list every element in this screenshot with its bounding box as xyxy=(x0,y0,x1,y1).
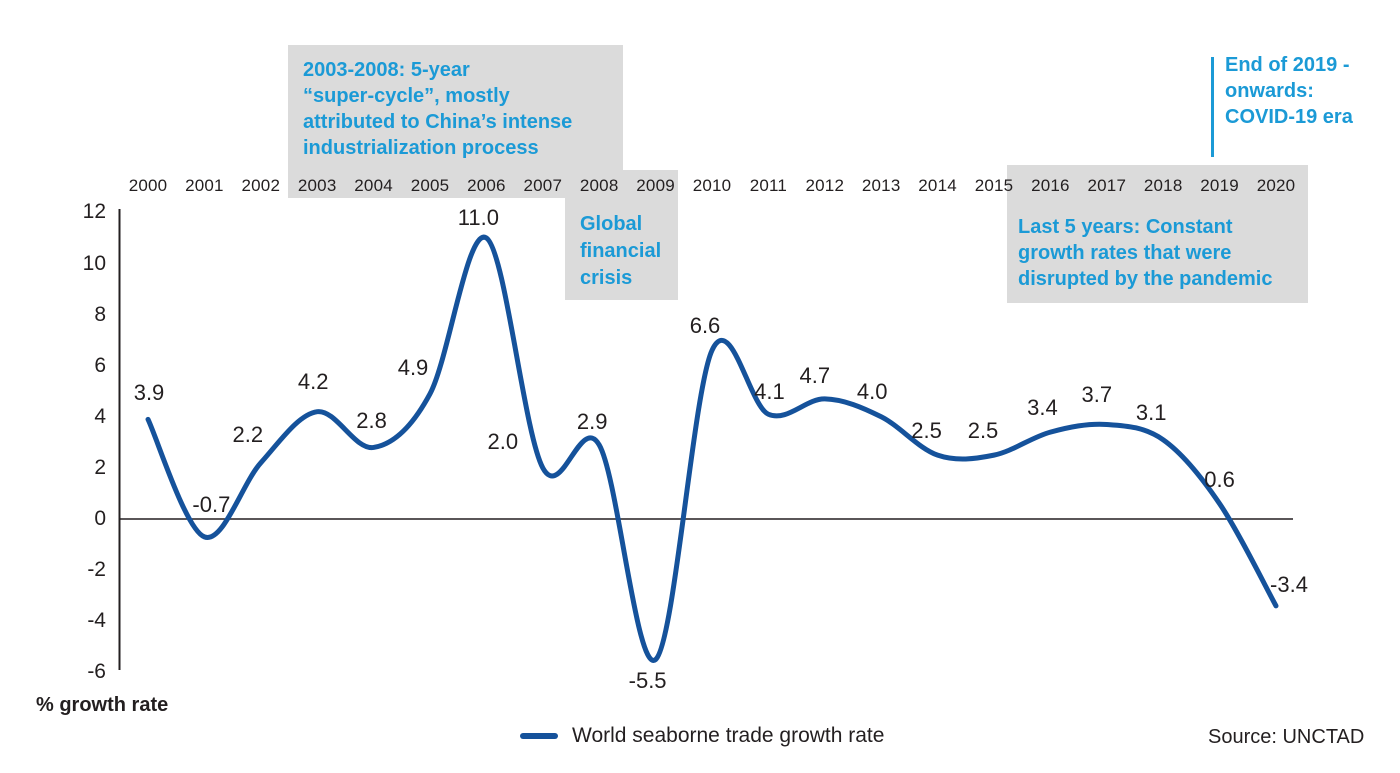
supercycle-annotation: 2003-2008: 5-year “super-cycle”, mostly … xyxy=(303,59,573,159)
value-label: -0.7 xyxy=(192,491,231,517)
y-axis-tick-label: -6 xyxy=(87,660,106,684)
y-axis-tick-label: 12 xyxy=(82,200,106,224)
legend-line-swatch xyxy=(520,733,558,739)
value-label: 2.2 xyxy=(232,421,264,447)
legend: World seaborne trade growth rate xyxy=(520,724,884,748)
year-axis-label: 2002 xyxy=(241,176,281,195)
y-axis-tick-label: 8 xyxy=(94,302,106,326)
y-axis-tick-label: 0 xyxy=(94,507,106,530)
covid-marker-line xyxy=(1211,57,1214,157)
year-axis-label: 2007 xyxy=(523,176,563,195)
year-axis-label: 2003 xyxy=(297,176,337,195)
value-label: 2.8 xyxy=(356,408,387,434)
value-label: 2.5 xyxy=(911,418,942,444)
y-axis-tick-label: -4 xyxy=(87,609,106,633)
value-label: 2.5 xyxy=(967,418,999,444)
year-axis-label: 2008 xyxy=(579,176,619,195)
y-axis-tick-label: 10 xyxy=(82,251,106,275)
year-axis-label: 2009 xyxy=(636,176,675,195)
value-label: 4.1 xyxy=(754,379,785,405)
value-label: 4.9 xyxy=(397,354,429,380)
year-axis-label: 2006 xyxy=(467,176,506,195)
last5-annotation: Last 5 years: Constant growth rates that… xyxy=(1018,216,1273,290)
year-axis-label: 2019 xyxy=(1200,176,1239,195)
year-axis-label: 2013 xyxy=(861,176,901,195)
year-axis-label: 2000 xyxy=(128,176,168,195)
y-axis-tick-label: 2 xyxy=(94,455,106,479)
value-label: -5.5 xyxy=(628,667,667,693)
year-axis-label: 2014 xyxy=(918,176,957,195)
value-label: 3.1 xyxy=(1135,399,1167,425)
value-label: 2.9 xyxy=(576,408,608,434)
value-label: 3.7 xyxy=(1081,382,1113,408)
year-axis-label: 2016 xyxy=(1031,176,1070,195)
year-axis-label: 2001 xyxy=(185,176,224,195)
year-axis-label: 2017 xyxy=(1087,176,1127,195)
value-label: 0.6 xyxy=(1204,466,1235,492)
y-axis-tick-label: 4 xyxy=(94,404,106,428)
crisis-annotation: Global financial crisis xyxy=(580,213,662,289)
value-label: 3.4 xyxy=(1027,395,1058,421)
y-axis-tick-label: -2 xyxy=(87,558,106,582)
value-label: 6.6 xyxy=(689,313,721,339)
value-label: 4.7 xyxy=(799,362,831,388)
value-label: 4.2 xyxy=(297,368,329,394)
year-axis-label: 2015 xyxy=(974,176,1014,195)
year-axis-label: 2005 xyxy=(410,176,450,195)
year-axis-label: 2011 xyxy=(749,176,788,195)
value-label: 2.0 xyxy=(487,428,519,454)
y-axis-title: % growth rate xyxy=(36,694,169,716)
covid-annotation: End of 2019 - onwards: COVID-19 era xyxy=(1225,54,1353,128)
year-axis-label: 2004 xyxy=(354,176,393,195)
source-label: Source: UNCTAD xyxy=(1208,726,1365,748)
y-axis-tick-label: 6 xyxy=(94,353,106,377)
value-label: 4.0 xyxy=(856,378,888,404)
year-axis-label: 2018 xyxy=(1143,176,1183,195)
value-label: -3.4 xyxy=(1270,571,1308,597)
year-axis-label: 2010 xyxy=(692,176,732,195)
year-axis-label: 2020 xyxy=(1256,176,1296,195)
year-axis-label: 2012 xyxy=(805,176,845,195)
value-label: 3.9 xyxy=(133,380,165,406)
value-label: 11.0 xyxy=(457,204,499,230)
legend-label: World seaborne trade growth rate xyxy=(572,724,885,747)
